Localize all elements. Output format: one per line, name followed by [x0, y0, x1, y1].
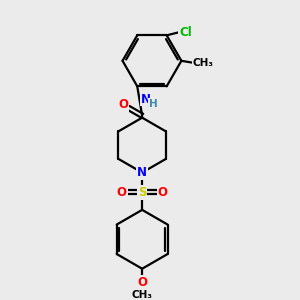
Text: Cl: Cl: [179, 26, 192, 39]
Text: O: O: [158, 186, 168, 199]
Text: S: S: [138, 186, 146, 199]
Text: H: H: [149, 99, 158, 109]
Text: O: O: [118, 98, 128, 111]
Text: N: N: [141, 92, 151, 106]
Text: CH₃: CH₃: [193, 58, 214, 68]
Text: CH₃: CH₃: [132, 290, 153, 300]
Text: O: O: [137, 276, 147, 289]
Text: O: O: [117, 186, 127, 199]
Text: N: N: [137, 166, 147, 179]
